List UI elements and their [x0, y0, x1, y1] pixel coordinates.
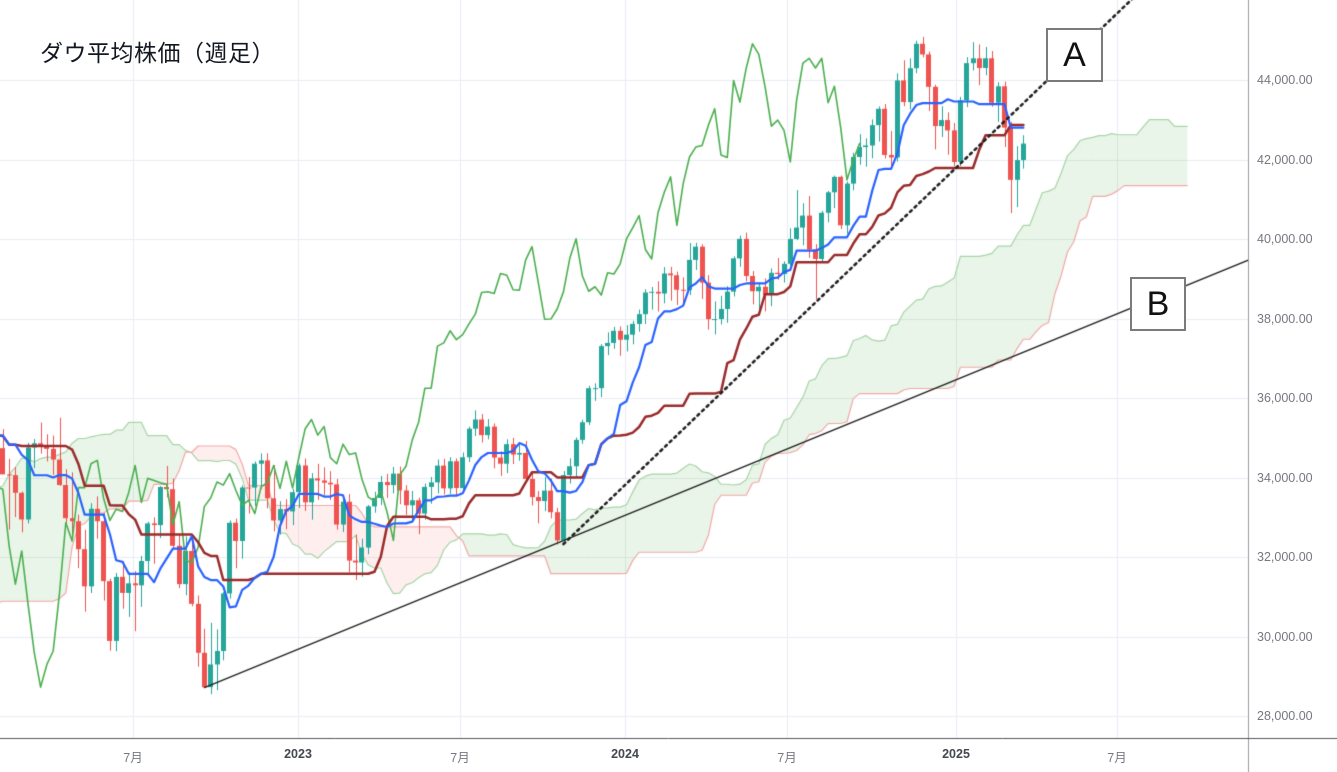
time-axis-label: 2023 [284, 747, 312, 761]
time-axis-label: 7月 [450, 751, 470, 765]
price-axis-label: 34,000.00 [1257, 470, 1313, 485]
time-axis-label: 7月 [777, 751, 797, 765]
time-axis-label: 7月 [123, 751, 143, 765]
price-axis-label: 40,000.00 [1257, 232, 1313, 246]
price-axis-label: 28,000.00 [1257, 709, 1313, 723]
trendline-a-label[interactable]: A [1046, 28, 1103, 82]
price-axis-label: 36,000.00 [1257, 391, 1313, 405]
chart-title: ダウ平均株価（週足） [40, 40, 275, 66]
price-axis-label: 32,000.00 [1257, 550, 1313, 564]
time-axis-label: 2024 [611, 747, 639, 761]
price-axis-label: 42,000.00 [1257, 152, 1313, 167]
price-axis-label: 44,000.00 [1257, 73, 1313, 87]
time-axis-label: 7月 [1107, 751, 1127, 765]
price-axis-label: 38,000.00 [1257, 311, 1313, 326]
trendline-b-label[interactable]: B [1130, 277, 1186, 331]
price-axis-label: 30,000.00 [1257, 629, 1313, 644]
time-axis-label: 2025 [942, 747, 970, 761]
